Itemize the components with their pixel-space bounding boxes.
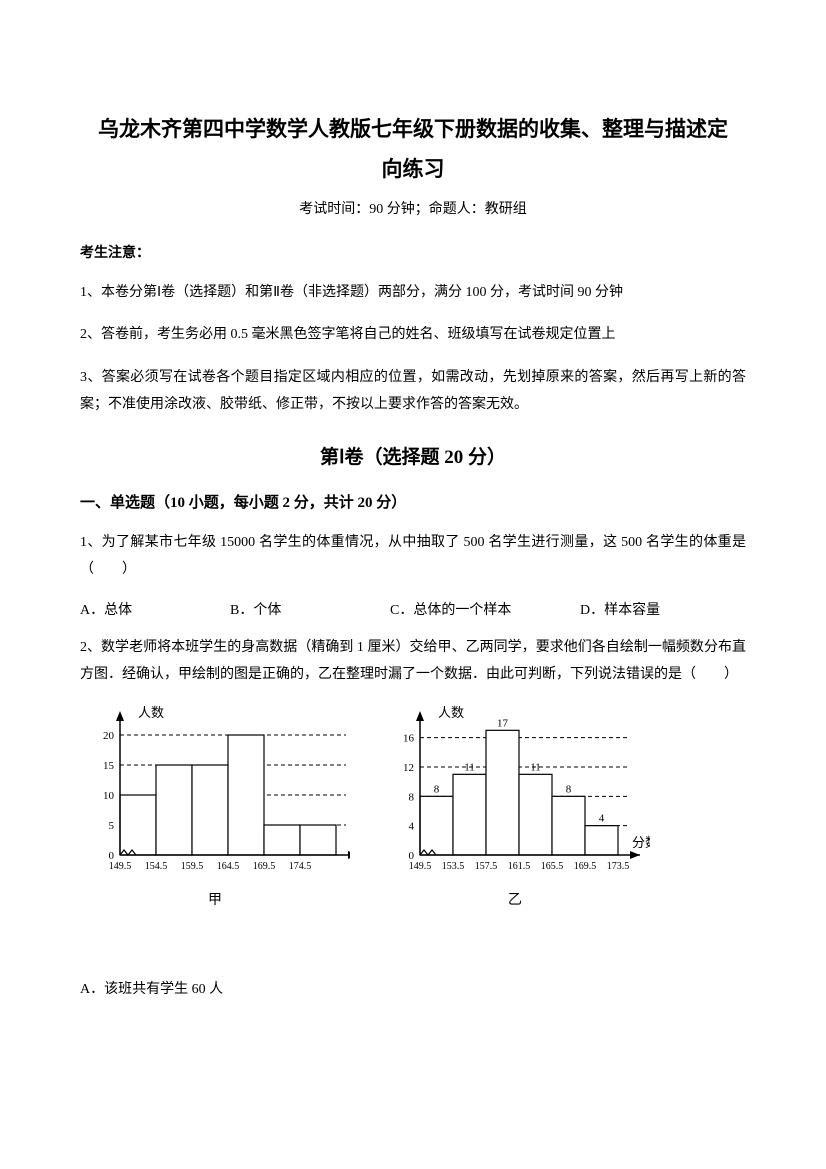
svg-text:157.5: 157.5 — [475, 861, 498, 872]
svg-text:人数: 人数 — [438, 705, 464, 720]
chart-left-caption: 甲 — [80, 889, 350, 909]
q1-option-c: C．总体的一个样本 — [390, 599, 580, 619]
chart-right-caption: 乙 — [380, 889, 650, 909]
svg-text:154.5: 154.5 — [145, 861, 168, 872]
svg-text:169.5: 169.5 — [574, 861, 597, 872]
q1-option-a: A．总体 — [80, 599, 230, 619]
svg-text:165.5: 165.5 — [541, 861, 564, 872]
svg-text:174.5: 174.5 — [289, 861, 312, 872]
section-1-heading: 一、单选题（10 小题，每小题 2 分，共计 20 分） — [80, 491, 746, 512]
svg-text:8: 8 — [434, 783, 440, 795]
charts-row: 人数51015200149.5154.5159.5164.5169.5174.5… — [80, 705, 746, 909]
svg-text:169.5: 169.5 — [253, 861, 276, 872]
svg-text:10: 10 — [103, 790, 115, 802]
svg-text:11: 11 — [530, 761, 541, 773]
svg-text:12: 12 — [403, 762, 414, 774]
exam-page: 乌龙木齐第四中学数学人教版七年级下册数据的收集、整理与描述定 向练习 考试时间：… — [0, 0, 826, 1169]
svg-text:149.5: 149.5 — [409, 861, 432, 872]
svg-text:11: 11 — [464, 761, 475, 773]
svg-text:人数: 人数 — [138, 705, 164, 720]
svg-text:173.5: 173.5 — [607, 861, 630, 872]
question-1-options: A．总体 B．个体 C．总体的一个样本 D．样本容量 — [80, 599, 746, 619]
svg-text:5: 5 — [109, 820, 115, 832]
notice-item-2: 2、答卷前，考生务必用 0.5 毫米黑色签字笔将自己的姓名、班级填写在试卷规定位… — [80, 322, 746, 349]
svg-text:164.5: 164.5 — [217, 861, 240, 872]
q1-option-d: D．样本容量 — [580, 599, 720, 619]
svg-text:15: 15 — [103, 760, 115, 772]
svg-text:4: 4 — [409, 820, 415, 832]
notice-item-1: 1、本卷分第Ⅰ卷（选择题）和第Ⅱ卷（非选择题）两部分，满分 100 分，考试时间… — [80, 280, 746, 307]
question-1-text: 1、为了解某市七年级 15000 名学生的体重情况，从中抽取了 500 名学生进… — [80, 530, 746, 583]
title-line-2: 向练习 — [382, 157, 445, 181]
svg-text:153.5: 153.5 — [442, 861, 465, 872]
chart-left-wrap: 人数51015200149.5154.5159.5164.5169.5174.5… — [80, 705, 350, 909]
svg-text:分数: 分数 — [632, 835, 650, 850]
svg-text:4: 4 — [599, 812, 605, 824]
title-line-1: 乌龙木齐第四中学数学人教版七年级下册数据的收集、整理与描述定 — [98, 117, 728, 141]
svg-text:159.5: 159.5 — [181, 861, 204, 872]
svg-text:20: 20 — [103, 730, 115, 742]
histogram-right: 人数4812160811171184149.5153.5157.5161.516… — [380, 705, 650, 880]
notice-heading: 考生注意： — [80, 242, 746, 262]
question-2-text: 2、数学老师将本班学生的身高数据（精确到 1 厘米）交给甲、乙两同学，要求他们各… — [80, 635, 746, 688]
q2-option-a: A．该班共有学生 60 人 — [80, 977, 746, 1004]
part-1-title: 第Ⅰ卷（选择题 20 分） — [80, 442, 746, 469]
exam-meta: 考试时间：90 分钟；命题人：教研组 — [80, 198, 746, 218]
notice-item-3: 3、答案必须写在试卷各个题目指定区域内相应的位置，如需改动，先划掉原来的答案，然… — [80, 365, 746, 418]
svg-text:17: 17 — [497, 717, 509, 729]
svg-text:8: 8 — [409, 791, 415, 803]
svg-text:16: 16 — [403, 732, 415, 744]
q1-option-b: B．个体 — [230, 599, 390, 619]
chart-right-wrap: 人数4812160811171184149.5153.5157.5161.516… — [380, 705, 650, 909]
svg-text:8: 8 — [566, 783, 572, 795]
svg-text:161.5: 161.5 — [508, 861, 531, 872]
svg-text:149.5: 149.5 — [109, 861, 132, 872]
spacer — [80, 949, 746, 977]
page-title: 乌龙木齐第四中学数学人教版七年级下册数据的收集、整理与描述定 向练习 — [80, 110, 746, 190]
histogram-left: 人数51015200149.5154.5159.5164.5169.5174.5… — [80, 705, 350, 880]
